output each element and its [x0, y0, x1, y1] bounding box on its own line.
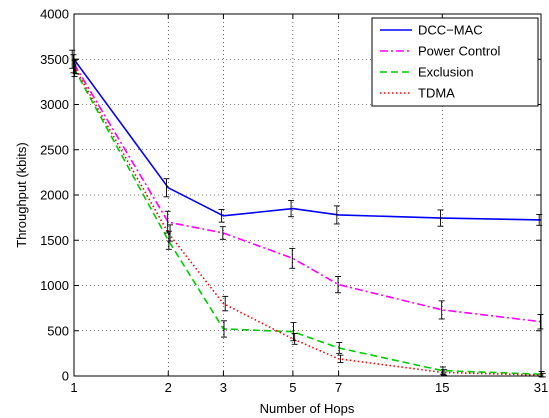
- legend-label: Power Control: [418, 44, 500, 59]
- legend-label: TDMA: [418, 86, 455, 101]
- error-bar: [167, 224, 174, 242]
- legend-label: DCC−MAC: [418, 23, 483, 38]
- y-tick-label: 500: [47, 323, 69, 338]
- y-tick-label: 1000: [40, 278, 69, 293]
- x-tick-label: 5: [289, 380, 296, 395]
- error-bar: [335, 276, 342, 294]
- error-bar: [291, 333, 298, 345]
- legend-item: Exclusion: [380, 65, 474, 80]
- legend-item: Power Control: [380, 44, 500, 59]
- error-bar: [437, 209, 444, 227]
- error-bars: [69, 49, 546, 378]
- error-bar: [290, 322, 297, 342]
- legend-item: DCC−MAC: [380, 23, 483, 38]
- error-bar: [333, 205, 340, 225]
- x-tick-label: 15: [435, 380, 449, 395]
- y-tick-label: 2500: [40, 142, 69, 157]
- y-tick-label: 3500: [40, 52, 69, 67]
- error-bar: [222, 295, 229, 312]
- y-axis-label: Throughput (kbits): [14, 142, 29, 248]
- legend-box: [371, 17, 539, 107]
- error-bar: [219, 226, 226, 240]
- error-bar: [438, 300, 445, 320]
- y-tick-label: 1500: [40, 233, 69, 248]
- legend-label: Exclusion: [418, 65, 474, 80]
- x-tick-label: 2: [165, 380, 172, 395]
- series-line-1: [73, 58, 542, 221]
- legend-item: TDMA: [380, 86, 455, 101]
- error-bar: [337, 354, 344, 363]
- error-bar: [288, 199, 295, 218]
- error-bar: [289, 247, 296, 269]
- x-tick-label: 1: [70, 380, 77, 395]
- y-tick-label: 0: [62, 369, 69, 384]
- error-bar: [165, 230, 172, 250]
- x-tick-label: 3: [220, 380, 227, 395]
- error-bar: [163, 178, 170, 198]
- x-tick-label: 7: [335, 380, 342, 395]
- legend: DCC−MAC Power Control Exclusion TDMA: [371, 17, 539, 107]
- error-bar: [439, 366, 446, 375]
- y-tick-label: 3000: [40, 97, 69, 112]
- error-bar: [537, 314, 544, 330]
- error-bar: [336, 342, 343, 354]
- y-tick-label: 2000: [40, 188, 69, 203]
- y-tick-label: 4000: [40, 7, 69, 22]
- x-tick-label: 31: [534, 380, 548, 395]
- error-bar: [218, 209, 225, 223]
- error-bar: [221, 320, 228, 338]
- x-axis-label: Number of Hops: [260, 401, 355, 416]
